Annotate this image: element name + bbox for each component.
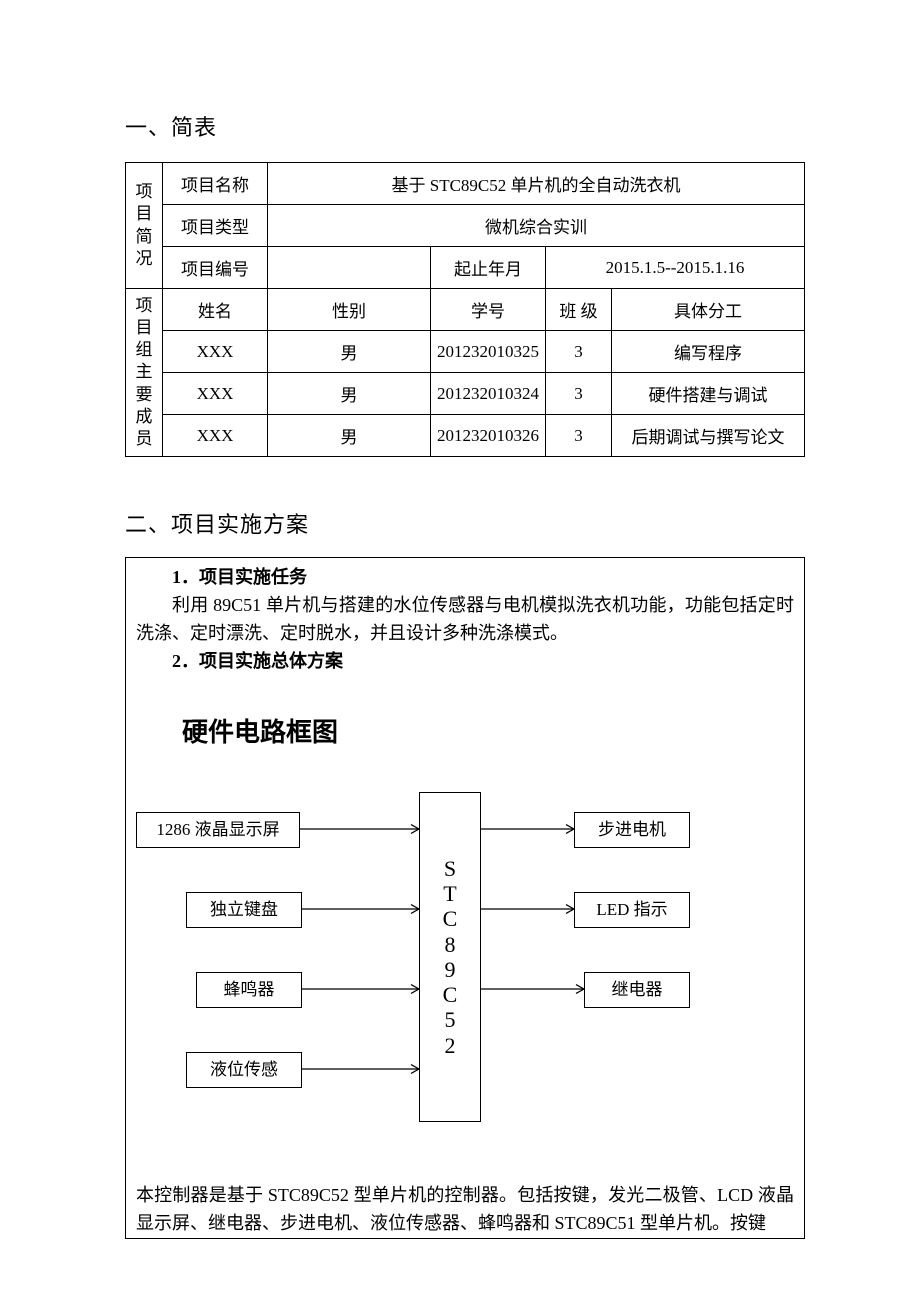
diagram-title: 硬件电路框图 bbox=[182, 712, 794, 752]
footer-para: 本控制器是基于 STC89C52 型单片机的控制器。包括按键，发光二极管、LCD… bbox=[126, 1182, 804, 1238]
overview-rowlabel: 项目简况 bbox=[126, 163, 163, 289]
code-value bbox=[268, 247, 431, 289]
section2-title: 二、项目实施方案 bbox=[125, 507, 805, 539]
type-label: 项目类型 bbox=[163, 205, 268, 247]
type-value: 微机综合实训 bbox=[268, 205, 805, 247]
info-table: 项目简况 项目名称 基于 STC89C52 单片机的全自动洗衣机 项目类型 微机… bbox=[125, 162, 805, 457]
members-rowlabel: 项目组主要成员 bbox=[126, 289, 163, 457]
section1-title: 一、简表 bbox=[125, 110, 805, 142]
task-head: 1．项目实施任务 bbox=[136, 564, 794, 592]
task-body: 利用 89C51 单片机与搭建的水位传感器与电机模拟洗衣机功能，功能包括定时洗涤… bbox=[136, 592, 794, 648]
date-value: 2015.1.5--2015.1.16 bbox=[546, 247, 805, 289]
name-label: 项目名称 bbox=[163, 163, 268, 205]
hdr-class: 班 级 bbox=[546, 289, 612, 331]
hdr-sid: 学号 bbox=[431, 289, 546, 331]
diagram-node: 步进电机 bbox=[574, 812, 690, 848]
name-value: 基于 STC89C52 单片机的全自动洗衣机 bbox=[268, 163, 805, 205]
hdr-role: 具体分工 bbox=[612, 289, 805, 331]
member-row: XXX 男 201232010324 3 硬件搭建与调试 bbox=[126, 373, 805, 415]
date-label: 起止年月 bbox=[431, 247, 546, 289]
diagram-node: 蜂鸣器 bbox=[196, 972, 302, 1008]
hdr-gender: 性别 bbox=[268, 289, 431, 331]
member-row: XXX 男 201232010326 3 后期调试与撰写论文 bbox=[126, 415, 805, 457]
hardware-diagram: STC89C52 1286 液晶显示屏独立键盘蜂鸣器液位传感 步进电机 LED 指示… bbox=[136, 792, 794, 1152]
diagram-node: 独立键盘 bbox=[186, 892, 302, 928]
plan-box: 1．项目实施任务 利用 89C51 单片机与搭建的水位传感器与电机模拟洗衣机功能… bbox=[125, 557, 805, 1239]
code-label: 项目编号 bbox=[163, 247, 268, 289]
diagram-node: LED 指示 bbox=[574, 892, 690, 928]
hdr-name: 姓名 bbox=[163, 289, 268, 331]
member-row: XXX 男 201232010325 3 编写程序 bbox=[126, 331, 805, 373]
diagram-node: 液位传感 bbox=[186, 1052, 302, 1088]
scheme-head: 2．项目实施总体方案 bbox=[136, 648, 794, 676]
diagram-node: 1286 液晶显示屏 bbox=[136, 812, 300, 848]
mcu-box: STC89C52 bbox=[419, 792, 481, 1122]
diagram-node: 继电器 bbox=[584, 972, 690, 1008]
